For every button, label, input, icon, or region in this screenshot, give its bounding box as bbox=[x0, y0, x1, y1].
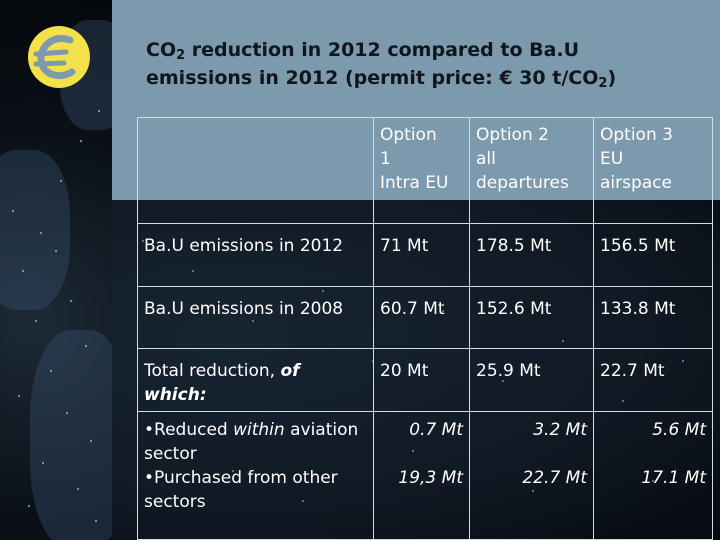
title-line-1: CO2 reduction in 2012 compared to Ba.U bbox=[146, 39, 580, 63]
title-line-2: emissions in 2012 (permit price: € 30 t/… bbox=[146, 67, 617, 91]
map-landmass bbox=[30, 330, 112, 540]
header-option-2: Option 2 all departures bbox=[469, 117, 594, 224]
table-row: Total reduction, of which: 20 Mt 25.9 Mt… bbox=[137, 348, 713, 412]
table-cell: 156.5 Mt bbox=[593, 223, 713, 287]
map-landmass bbox=[0, 150, 70, 310]
left-map-strip bbox=[0, 0, 112, 540]
table-cell: 178.5 Mt bbox=[469, 223, 594, 287]
table-cell: 60.7 Mt bbox=[373, 286, 470, 349]
breakdown-option-2: 3.2 Mt 22.7 Mt bbox=[469, 411, 594, 540]
table-cell: 133.8 Mt bbox=[593, 286, 713, 349]
slide-title: CO2 reduction in 2012 compared to Ba.U e… bbox=[146, 36, 706, 92]
table-cell: 20 Mt bbox=[373, 348, 470, 412]
table-header-row: Option 1 Intra EU Option 2 all departure… bbox=[137, 117, 713, 224]
header-option-3: Option 3 EU airspace bbox=[593, 117, 713, 224]
row-label: Ba.U emissions in 2008 bbox=[137, 286, 374, 349]
table-cell: 25.9 Mt bbox=[469, 348, 594, 412]
table-row-breakdown: •Reduced within aviation sector •Purchas… bbox=[137, 411, 713, 540]
breakdown-label: •Reduced within aviation sector •Purchas… bbox=[137, 411, 374, 540]
row-label: Ba.U emissions in 2012 bbox=[137, 223, 374, 287]
table-cell: 22.7 Mt bbox=[593, 348, 713, 412]
table-row: Ba.U emissions in 2012 71 Mt 178.5 Mt 15… bbox=[137, 223, 713, 287]
row-label: Total reduction, of which: bbox=[137, 348, 374, 412]
header-option-1: Option 1 Intra EU bbox=[373, 117, 470, 224]
emissions-table: Option 1 Intra EU Option 2 all departure… bbox=[137, 117, 713, 540]
table-cell: 71 Mt bbox=[373, 223, 470, 287]
breakdown-option-3: 5.6 Mt 17.1 Mt bbox=[593, 411, 713, 540]
euro-sign-logo-icon bbox=[28, 26, 90, 88]
table-cell: 152.6 Mt bbox=[469, 286, 594, 349]
table-row: Ba.U emissions in 2008 60.7 Mt 152.6 Mt … bbox=[137, 286, 713, 349]
breakdown-option-1: 0.7 Mt 19,3 Mt bbox=[373, 411, 470, 540]
header-empty-cell bbox=[137, 117, 374, 224]
